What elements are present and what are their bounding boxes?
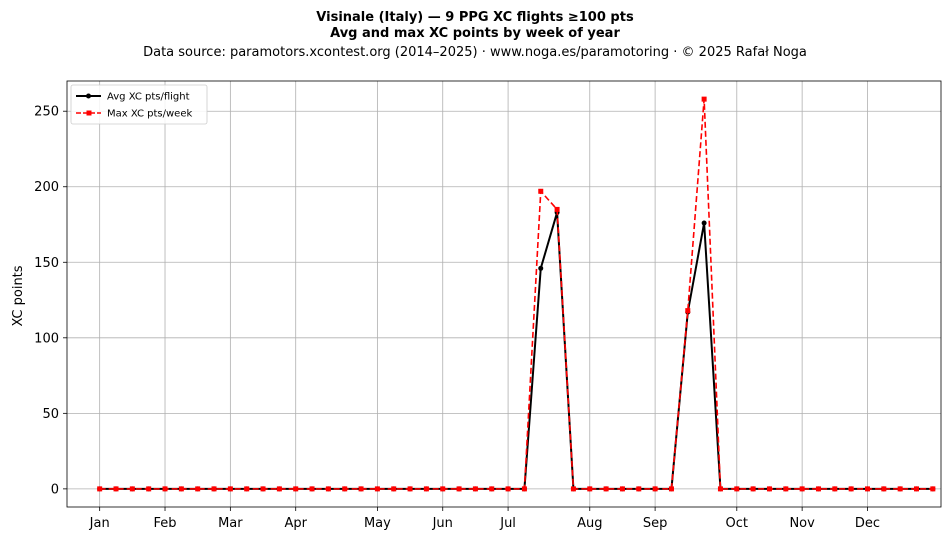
data-point <box>521 486 527 492</box>
grid <box>67 81 941 507</box>
legend-marker <box>86 110 92 116</box>
x-tick-label: Sep <box>643 516 668 531</box>
data-point <box>603 486 609 492</box>
data-point <box>211 486 217 492</box>
x-tick-label: Apr <box>284 516 307 531</box>
data-point <box>325 486 331 492</box>
x-tick-label: Nov <box>789 516 815 531</box>
data-point <box>587 486 593 492</box>
y-tick-label: 50 <box>42 407 59 422</box>
data-point <box>815 486 821 492</box>
legend-item: Avg XC pts/flight <box>76 92 190 103</box>
data-point <box>195 486 201 492</box>
data-point <box>570 486 576 492</box>
x-tick-label: Jul <box>499 516 516 531</box>
data-point <box>505 486 511 492</box>
data-point <box>407 486 413 492</box>
data-point <box>227 486 233 492</box>
data-point <box>636 486 642 492</box>
x-tick-label: Dec <box>855 516 880 531</box>
legend: Avg XC pts/flight Max XC pts/week <box>70 84 208 125</box>
chart-source: Data source: paramotors.xcontest.org (20… <box>143 45 807 60</box>
data-point <box>113 486 119 492</box>
legend-marker <box>86 93 91 99</box>
data-point <box>97 486 103 492</box>
data-point <box>668 486 674 492</box>
data-point <box>358 486 364 492</box>
data-point <box>472 486 478 492</box>
legend-box <box>70 84 208 125</box>
data-point <box>864 486 870 492</box>
x-tick-label: Oct <box>726 516 748 531</box>
data-point <box>538 188 544 194</box>
series-2 <box>97 96 936 492</box>
data-point <box>260 486 266 492</box>
data-point <box>391 486 397 492</box>
plot-frame <box>66 80 942 508</box>
data-point <box>750 486 756 492</box>
data-point <box>309 486 315 492</box>
data-point <box>244 486 250 492</box>
chart-subtitle: Avg and max XC points by week of year <box>330 26 620 41</box>
data-point <box>129 486 135 492</box>
data-point <box>734 486 740 492</box>
chart-title: Visinale (Italy) — 9 PPG XC flights ≥100… <box>316 10 634 25</box>
x-tick-label: Mar <box>218 516 243 531</box>
data-point <box>701 96 707 102</box>
data-point <box>374 486 380 492</box>
data-point <box>848 486 854 492</box>
data-point <box>881 486 887 492</box>
data-point <box>554 206 560 212</box>
data-point <box>276 486 282 492</box>
data-point <box>701 220 707 226</box>
data-point <box>440 486 446 492</box>
series-1 <box>97 209 936 492</box>
x-tick-label: Aug <box>577 516 602 531</box>
data-point <box>652 486 658 492</box>
data-point <box>783 486 789 492</box>
data-point <box>489 486 495 492</box>
axes <box>63 80 942 511</box>
data-point <box>293 486 299 492</box>
data-point <box>146 486 152 492</box>
y-tick-label: 150 <box>34 256 59 271</box>
legend-item: Max XC pts/week <box>76 109 192 120</box>
series-layer <box>97 96 936 492</box>
x-tick-label: Jan <box>89 516 110 531</box>
y-tick-label: 0 <box>51 482 59 497</box>
data-point <box>766 486 772 492</box>
legend-label: Max XC pts/week <box>107 109 192 120</box>
data-point <box>178 486 184 492</box>
data-point <box>717 486 723 492</box>
data-point <box>619 486 625 492</box>
data-point <box>913 486 919 492</box>
y-tick-label: 250 <box>34 105 59 120</box>
data-point <box>456 486 462 492</box>
x-tick-label: May <box>364 516 391 531</box>
y-tick-label: 200 <box>34 180 59 195</box>
data-point <box>342 486 348 492</box>
tick-labels: Jan Feb Mar Apr May Jun Jul Aug Sep Oct Nov Dec 0 50 1… <box>34 105 880 531</box>
x-tick-label: Feb <box>154 516 177 531</box>
data-point <box>799 486 805 492</box>
data-point <box>423 486 429 492</box>
data-point <box>538 265 544 271</box>
data-point <box>832 486 838 492</box>
data-point <box>685 308 691 314</box>
data-point <box>162 486 168 492</box>
y-axis-label: XC points <box>11 265 26 326</box>
x-tick-label: Jun <box>432 516 453 531</box>
legend-label: Avg XC pts/flight <box>107 92 190 103</box>
data-point <box>897 486 903 492</box>
series-line <box>99 211 933 490</box>
y-tick-label: 100 <box>34 331 59 346</box>
data-point <box>930 486 936 492</box>
series-line <box>99 98 933 490</box>
